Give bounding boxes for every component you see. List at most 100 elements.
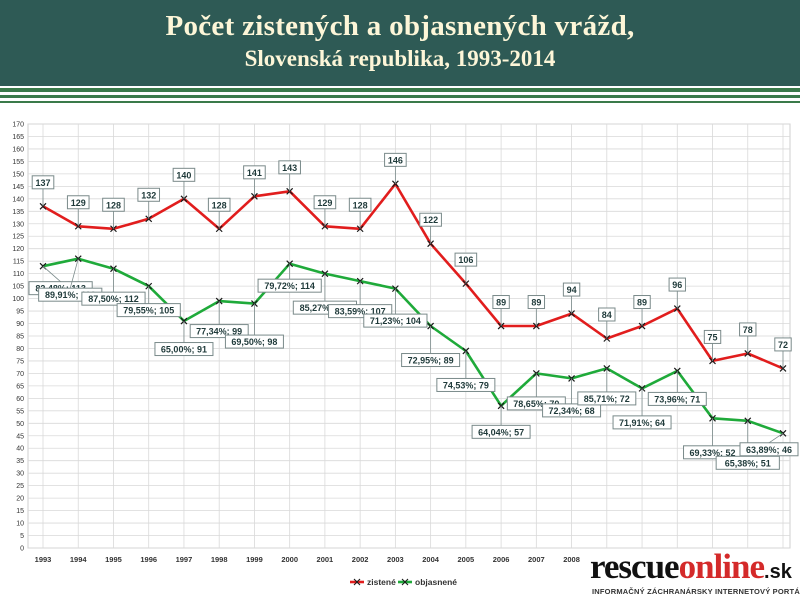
y-tick-label: 60	[16, 396, 24, 403]
y-tick-label: 5	[20, 533, 24, 540]
logo-tagline: INFORMAČNÝ ZÁCHRANÁRSKY INTERNETOVÝ PORT…	[592, 587, 800, 596]
data-point-marker	[638, 384, 646, 392]
x-tick-label: 2002	[352, 555, 369, 564]
y-tick-label: 85	[16, 334, 24, 341]
homicides-line-chart: 0 5 10 15 20 25 30 35 40 45 50 55 60 65 70 75 80 85 90 95 10…	[12, 122, 799, 587]
logo-text-red: online	[678, 547, 765, 586]
data-label-box	[492, 295, 510, 310]
header-stripe-top	[0, 88, 800, 92]
x-tick-label: 2008	[563, 555, 580, 564]
data-point-marker	[215, 225, 223, 233]
data-label-box	[419, 212, 442, 227]
data-label-box	[612, 415, 672, 430]
data-label: 78	[743, 325, 753, 335]
x-tick-label: 2005	[458, 555, 475, 564]
y-tick-label: 40	[16, 446, 24, 453]
data-point-marker	[286, 187, 294, 195]
data-label-box	[116, 303, 181, 318]
y-tick-label: 25	[16, 483, 24, 490]
data-label: 72,34%; 68	[549, 406, 595, 416]
y-tick-label: 20	[16, 496, 24, 503]
data-label-box	[454, 252, 478, 267]
data-label: 69,33%; 52	[690, 448, 736, 458]
data-label-box	[154, 342, 214, 357]
y-tick-label: 160	[12, 146, 24, 153]
y-tick-label: 90	[16, 321, 24, 328]
data-label-box	[739, 442, 799, 457]
data-label-box	[224, 334, 284, 349]
y-tick-label: 30	[16, 471, 24, 478]
data-label: 79,55%; 105	[123, 306, 174, 316]
y-tick-label: 95	[16, 309, 24, 316]
data-label-box	[401, 353, 461, 368]
data-label: 87,50%; 112	[88, 294, 139, 304]
data-label-box	[703, 329, 722, 344]
y-tick-label: 150	[12, 171, 24, 178]
x-tick-label: 1997	[176, 555, 193, 564]
data-label-box	[137, 187, 161, 202]
data-label: 77,34%; 99	[196, 327, 242, 337]
data-label: 143	[282, 163, 297, 173]
data-point-marker	[74, 255, 82, 263]
logo-tld: .sk	[764, 561, 792, 583]
y-tick-label: 170	[12, 122, 24, 129]
chart-title: Počet zistených a objasnených vrážd,	[165, 10, 635, 42]
y-tick-label: 165	[12, 134, 24, 141]
y-tick-label: 75	[16, 358, 24, 365]
data-label-box	[542, 403, 602, 418]
header-banner: Počet zistených a objasnených vrážd, Slo…	[0, 0, 800, 86]
data-point-marker	[180, 317, 188, 325]
x-tick-label: 2001	[317, 555, 334, 564]
data-label-box	[102, 197, 125, 212]
data-label: 85,27%; 110	[300, 303, 351, 313]
data-label-box	[31, 175, 55, 190]
data-point-marker	[110, 225, 117, 233]
rescueonline-logo: rescueonline.sk INFORMAČNÝ ZÁCHRANÁRSKY …	[588, 548, 800, 598]
data-point-marker	[356, 225, 364, 233]
legend-swatch-marker	[401, 578, 409, 586]
data-point-marker	[74, 222, 82, 230]
logo-text-black: rescue	[590, 547, 680, 586]
data-label-box	[313, 195, 337, 210]
data-label-box	[81, 291, 146, 306]
y-tick-label: 10	[16, 521, 24, 528]
y-tick-label: 105	[12, 284, 24, 291]
data-label-box	[348, 197, 372, 212]
data-point-marker	[568, 310, 575, 317]
legend-swatch-marker	[353, 578, 361, 586]
data-label: 85,71%; 72	[584, 394, 630, 404]
data-label: 94	[567, 285, 577, 295]
y-tick-label: 35	[16, 458, 24, 465]
data-point-marker	[744, 350, 752, 357]
data-point-marker	[638, 322, 646, 330]
data-label-box	[598, 307, 616, 322]
data-point-marker	[39, 202, 47, 210]
data-label-leader	[69, 258, 79, 289]
data-label-box	[207, 197, 231, 212]
data-point-marker	[779, 364, 787, 372]
data-label-box	[436, 377, 496, 392]
x-tick-label: 1999	[246, 555, 263, 564]
data-label: 128	[212, 200, 227, 210]
data-label: 74,53%; 79	[443, 380, 489, 390]
data-label-box	[471, 424, 531, 439]
data-label: 128	[353, 200, 368, 210]
data-label: 63,89%; 46	[746, 445, 792, 455]
y-tick-label: 100	[12, 296, 24, 303]
data-label: 106	[458, 255, 473, 265]
data-label-leader	[768, 432, 784, 444]
data-point-marker	[356, 277, 364, 285]
data-label-box	[739, 322, 757, 337]
data-label: 129	[71, 198, 86, 208]
y-tick-label: 70	[16, 371, 24, 378]
data-label: 137	[35, 178, 50, 188]
data-label: 65,38%; 51	[725, 458, 771, 468]
x-tick-label: 1998	[211, 555, 228, 564]
data-label-box	[715, 455, 780, 470]
data-label: 75	[708, 332, 718, 342]
data-label: 129	[317, 198, 332, 208]
data-point-marker	[673, 305, 681, 312]
data-label-box	[172, 167, 196, 182]
data-label: 72,95%; 89	[408, 356, 454, 366]
data-label-box	[189, 324, 249, 339]
